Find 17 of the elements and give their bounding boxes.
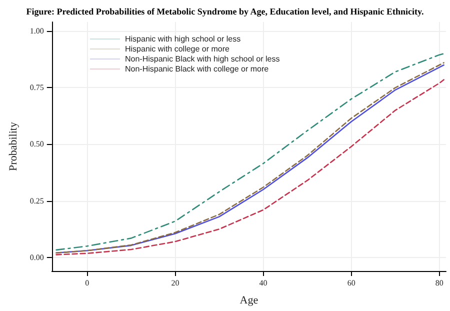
y-tick-label: 0.25 [30, 196, 44, 206]
x-tick-label: 60 [347, 278, 356, 288]
x-tick-label: 0 [85, 278, 90, 288]
y-tick-label: 0.00 [30, 252, 44, 262]
x-axis-title: Age [240, 294, 258, 306]
y-tick-label: 0.75 [30, 83, 44, 92]
legend-label: Non-Hispanic Black with high school or less [125, 54, 280, 64]
x-tick-label: 20 [171, 278, 180, 288]
chart-title: Figure: Predicted Probabilities of Metabolic Syndrome by Age, Education level, and Hispanic Ethnicity. [26, 6, 424, 16]
x-tick-label: 80 [435, 278, 444, 288]
legend-label: Hispanic with high school or less [125, 34, 241, 44]
x-tick-label: 40 [259, 278, 268, 288]
y-axis-title: Probability [8, 122, 20, 171]
legend-label: Non-Hispanic Black with college or more [125, 64, 270, 74]
y-tick-label: 1.00 [30, 26, 44, 36]
y-tick-label: 0.50 [30, 140, 44, 149]
legend-label: Hispanic with college or more [125, 44, 230, 54]
